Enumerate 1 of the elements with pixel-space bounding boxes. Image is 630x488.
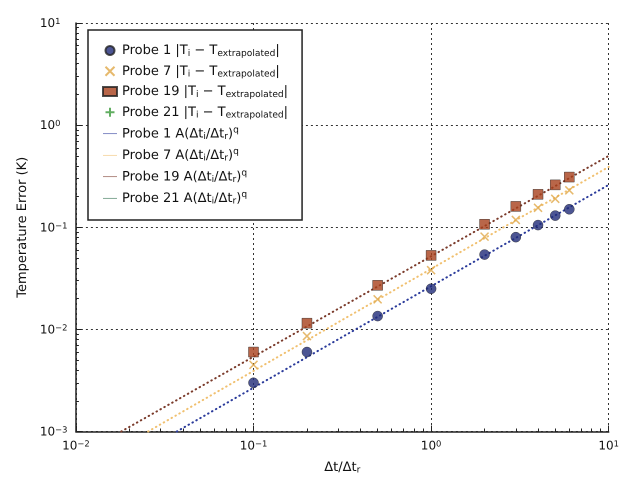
y-axis-title: Temperature Error (K) [15, 156, 30, 299]
